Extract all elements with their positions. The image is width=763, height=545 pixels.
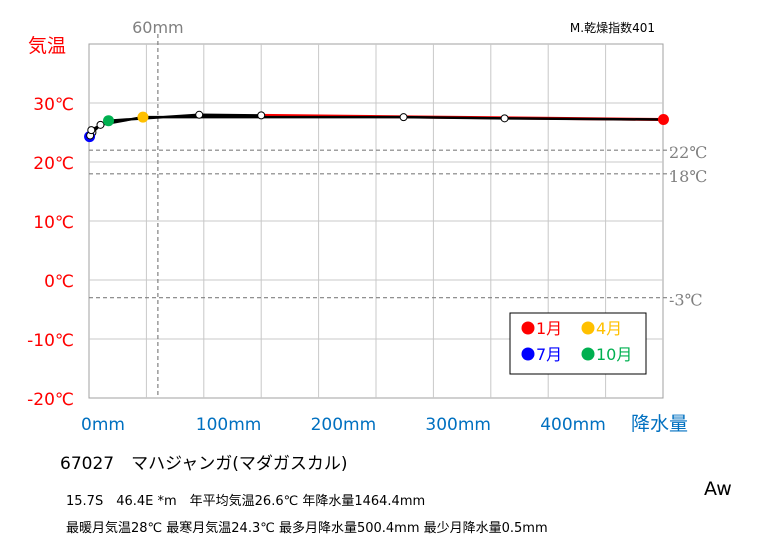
legend-label: 1月 [536, 319, 562, 338]
reference-lines: 22℃ 18℃ -3℃ 60mm [89, 18, 707, 398]
month-point-11 [195, 110, 204, 119]
month-point-2 [500, 114, 509, 123]
climate-classification: Aw [704, 478, 732, 500]
month-point-12 [257, 111, 266, 120]
station-name: 67027 マハジャンガ(マダガスカル) [60, 454, 348, 474]
legend-marker [581, 347, 595, 361]
month-point-4 [137, 111, 149, 123]
month-point-9 [87, 126, 96, 135]
legend-label: 10月 [596, 345, 632, 364]
reference-label: 22℃ [669, 143, 707, 162]
y-tick-label: -20℃ [27, 390, 74, 410]
legend: 1月 4月 7月 10月 [509, 312, 647, 375]
month-point-5 [96, 120, 105, 129]
x-tick-label: 0mm [81, 415, 125, 435]
y-tick-label: 30℃ [33, 95, 74, 115]
reference-label: 60mm [132, 18, 184, 37]
y-tick-label: 20℃ [33, 154, 74, 174]
y-tick-label: 10℃ [33, 213, 74, 233]
month-points [84, 110, 669, 143]
grid [88, 43, 664, 399]
x-tick-label: 200mm [311, 415, 377, 435]
reference-label: -3℃ [669, 291, 702, 310]
legend-label: 7月 [536, 345, 562, 364]
station-stats-1: 15.7S 46.4E *m 年平均気温26.6℃ 年降水量1464.4mm [66, 494, 426, 509]
y-tick-label: 0℃ [44, 272, 74, 292]
climograph: 22℃ 18℃ -3℃ 60mm 30℃ 20℃ 10℃ 0℃ -10℃ -20℃ 気温 0mm 10… [27, 18, 707, 435]
legend-marker [521, 347, 535, 361]
month-point-3 [399, 113, 408, 122]
y-axis-title: 気温 [28, 35, 66, 57]
x-tick-label: 100mm [196, 415, 262, 435]
x-tick-label: 400mm [540, 415, 606, 435]
month-point-1 [657, 114, 669, 126]
x-axis-title: 降水量 [631, 413, 688, 435]
station-stats-2: 最暖月気温28℃ 最寒月気温24.3℃ 最多月降水量500.4mm 最少月降水量… [66, 521, 548, 536]
x-tick-label: 300mm [425, 415, 491, 435]
aridity-index: M.乾燥指数401 [570, 20, 655, 35]
reference-label: 18℃ [669, 167, 707, 186]
y-tick-label: -10℃ [27, 331, 74, 351]
curve-main [88, 113, 664, 138]
climate-curve [88, 113, 664, 138]
legend-box [509, 312, 647, 375]
month-point-10 [103, 115, 115, 127]
legend-marker [581, 321, 595, 335]
axis-labels: 30℃ 20℃ 10℃ 0℃ -10℃ -20℃ 気温 0mm 100mm 200mm 300mm 4… [27, 20, 688, 435]
legend-label: 4月 [596, 319, 622, 338]
legend-marker [521, 321, 535, 335]
